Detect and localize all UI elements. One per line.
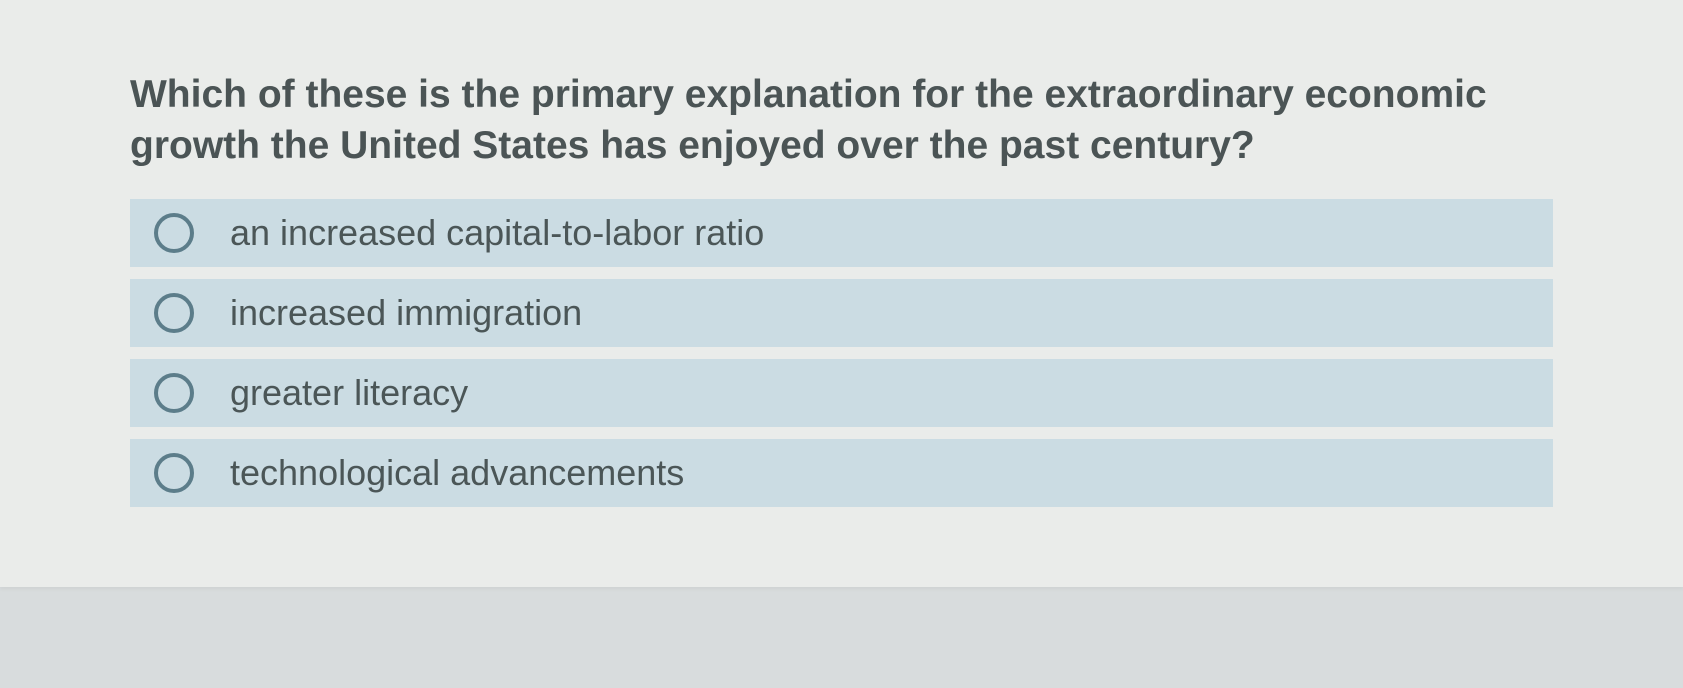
- option-label: technological advancements: [230, 452, 684, 494]
- option-row-2[interactable]: greater literacy: [130, 359, 1553, 427]
- option-row-0[interactable]: an increased capital-to-labor ratio: [130, 199, 1553, 267]
- radio-icon[interactable]: [154, 213, 194, 253]
- option-label: greater literacy: [230, 372, 468, 414]
- option-row-3[interactable]: technological advancements: [130, 439, 1553, 507]
- question-text: Which of these is the primary explanatio…: [130, 70, 1553, 171]
- options-list: an increased capital-to-labor ratio incr…: [130, 199, 1553, 507]
- option-row-1[interactable]: increased immigration: [130, 279, 1553, 347]
- quiz-container: Which of these is the primary explanatio…: [0, 0, 1683, 587]
- radio-icon[interactable]: [154, 373, 194, 413]
- option-label: increased immigration: [230, 292, 582, 334]
- radio-icon[interactable]: [154, 293, 194, 333]
- radio-icon[interactable]: [154, 453, 194, 493]
- option-label: an increased capital-to-labor ratio: [230, 212, 764, 254]
